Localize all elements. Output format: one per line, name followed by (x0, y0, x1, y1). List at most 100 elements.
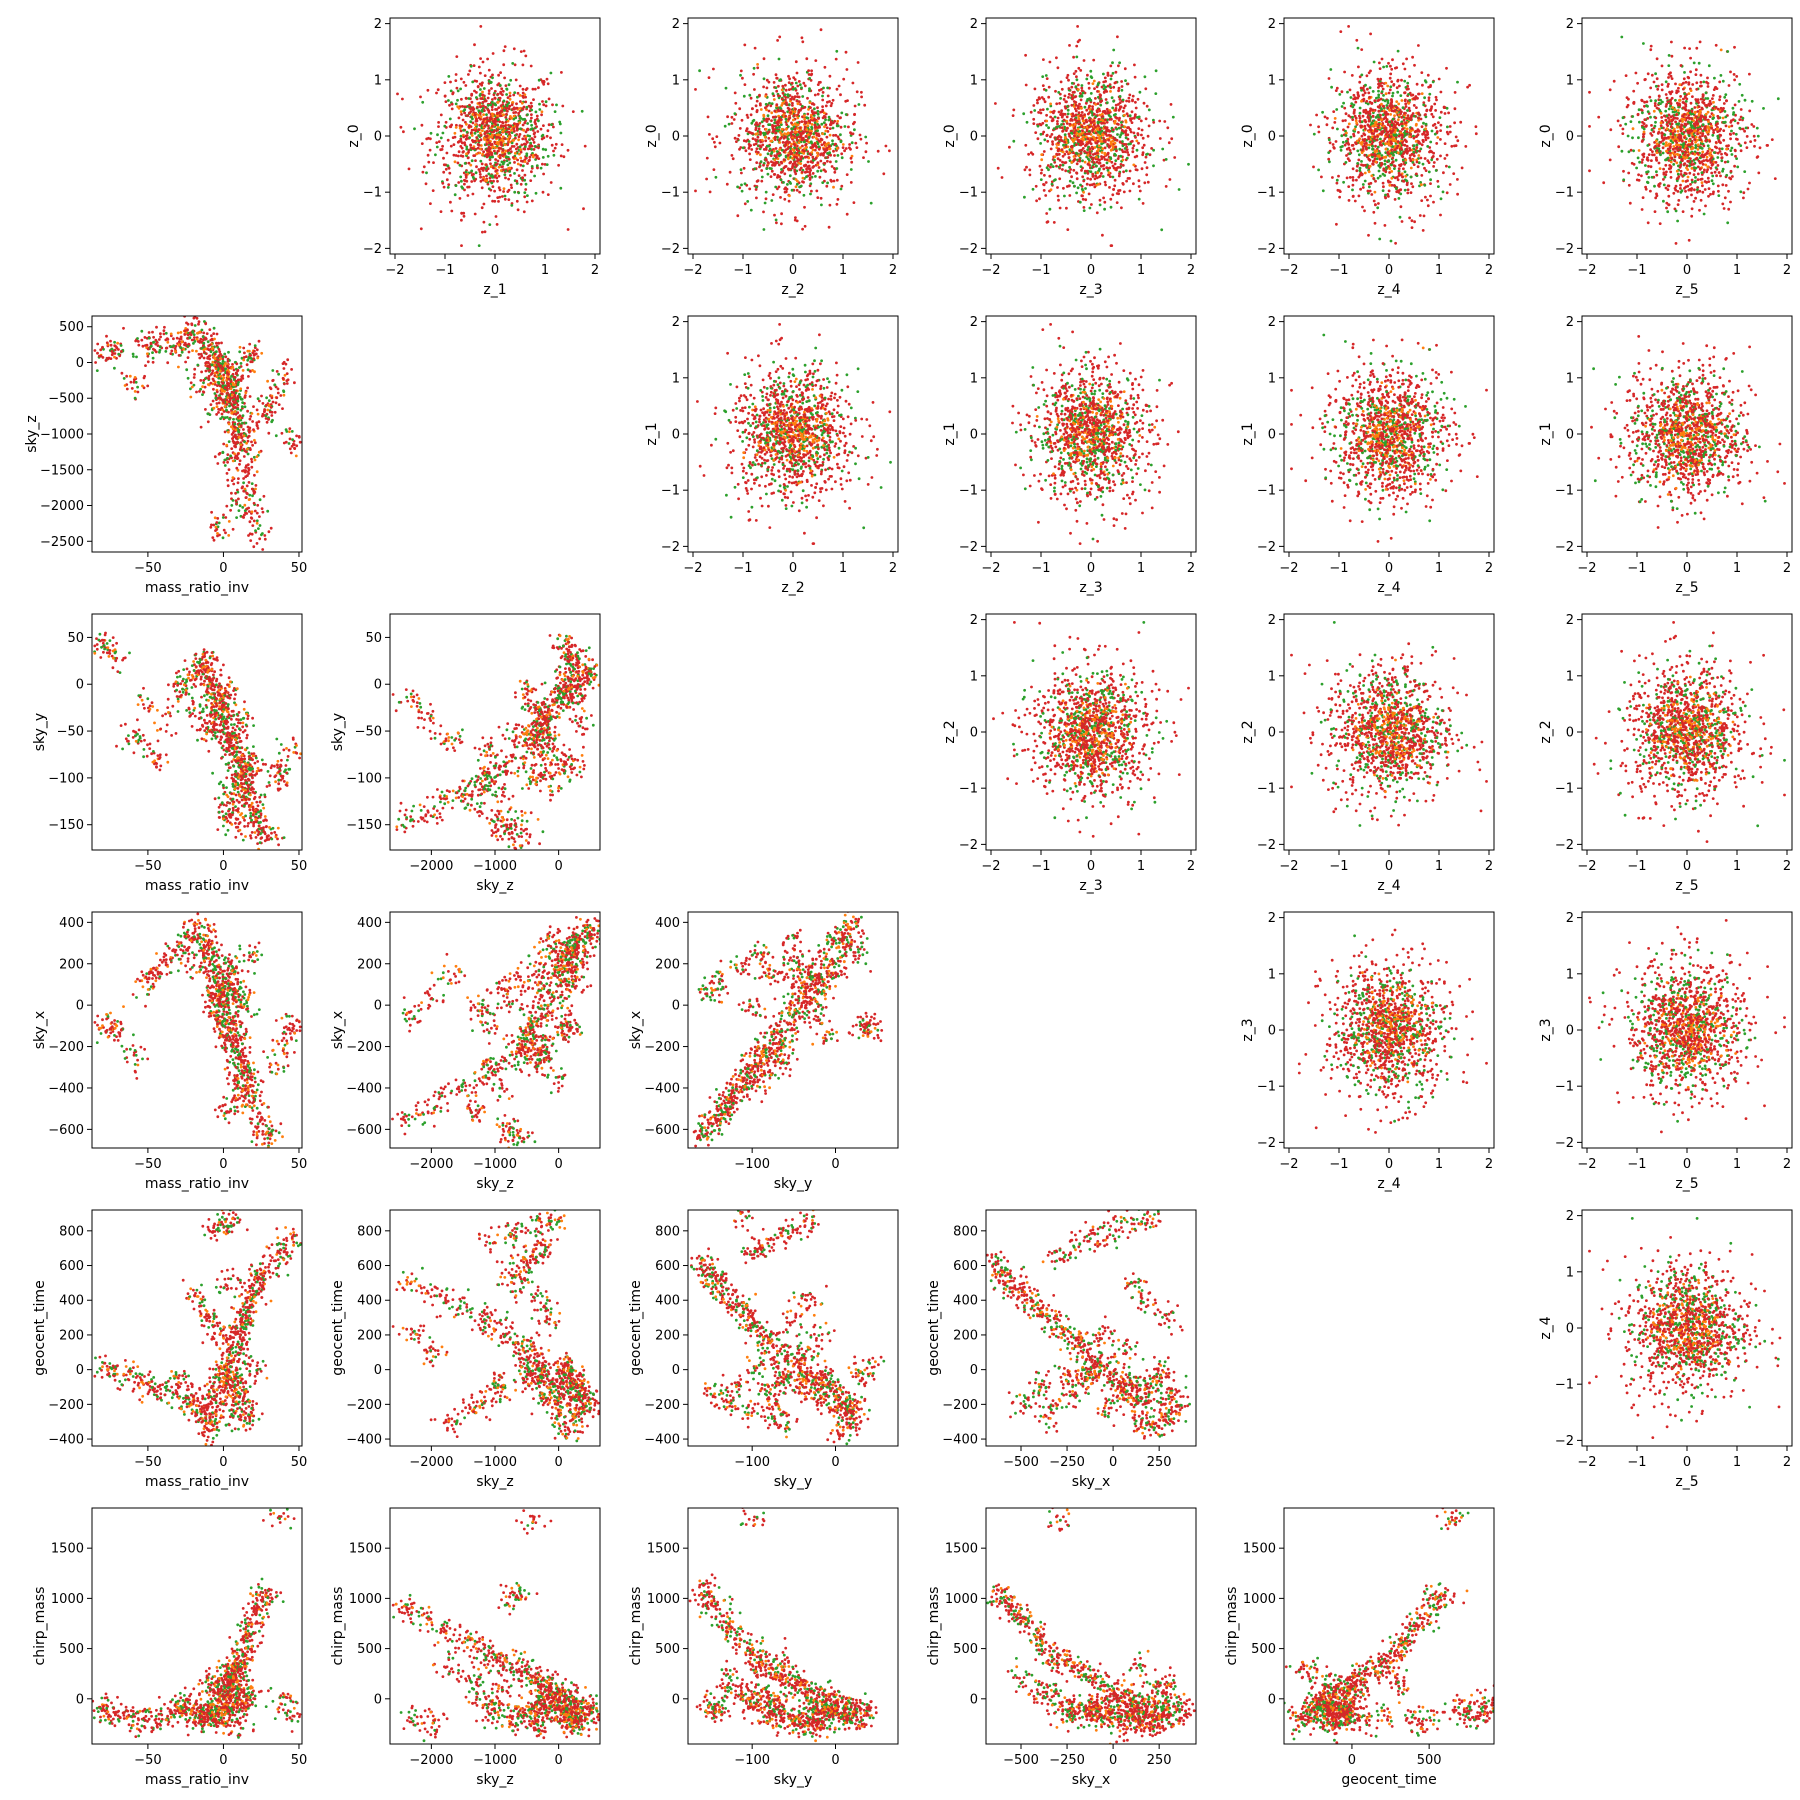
point (1347, 114, 1350, 117)
point (799, 109, 802, 112)
point (500, 169, 503, 172)
point (1068, 135, 1071, 138)
point (800, 155, 803, 158)
point (1086, 137, 1089, 140)
point (542, 191, 545, 194)
point (1144, 161, 1147, 164)
point (1143, 102, 1146, 105)
point (1390, 177, 1393, 180)
point (519, 133, 522, 136)
point (471, 113, 474, 116)
point (1045, 89, 1048, 92)
point (1070, 86, 1073, 89)
point (524, 160, 527, 163)
point (1071, 94, 1074, 97)
point (1169, 178, 1172, 181)
point (467, 194, 470, 197)
point (1099, 128, 1102, 131)
point (512, 156, 515, 159)
point (1416, 83, 1419, 86)
point (822, 116, 825, 119)
x-tick-label: 2 (591, 263, 599, 278)
point (1410, 191, 1413, 194)
point (1045, 181, 1048, 184)
point (1139, 190, 1142, 193)
point (446, 178, 449, 181)
point (1075, 192, 1078, 195)
point (736, 214, 739, 217)
point (495, 177, 498, 180)
point (525, 152, 528, 155)
point (400, 126, 403, 129)
point (550, 123, 553, 126)
point (572, 110, 575, 113)
point (447, 99, 450, 102)
point (1344, 119, 1347, 122)
point (831, 139, 834, 142)
point (526, 106, 529, 109)
point (545, 105, 548, 108)
point (1089, 108, 1092, 111)
point (1352, 167, 1355, 170)
point (1092, 136, 1095, 139)
point (499, 157, 502, 160)
point (801, 171, 804, 174)
point (531, 165, 534, 168)
point (817, 126, 820, 129)
point (816, 123, 819, 126)
point (719, 142, 722, 145)
point (475, 96, 478, 99)
point (1409, 157, 1412, 160)
point (1066, 127, 1069, 130)
point (1144, 75, 1147, 78)
point (743, 167, 746, 170)
point (466, 137, 469, 140)
point (1444, 157, 1447, 160)
point (479, 176, 482, 179)
y-tick-label: 1 (672, 73, 680, 88)
point (530, 65, 533, 68)
point (758, 166, 761, 169)
point (1114, 179, 1117, 182)
point (481, 153, 484, 156)
point (1437, 121, 1440, 124)
point (1413, 104, 1416, 107)
point (786, 140, 789, 143)
point (804, 144, 807, 147)
y-tick-label: 0 (970, 130, 978, 145)
scatter-points (694, 28, 891, 231)
point (749, 158, 752, 161)
point (821, 105, 824, 108)
point (753, 88, 756, 91)
point (814, 126, 817, 129)
point (1355, 179, 1358, 182)
point (755, 161, 758, 164)
point (1402, 62, 1405, 65)
point (1390, 170, 1393, 173)
point (762, 211, 765, 214)
point (530, 117, 533, 120)
point (1392, 84, 1395, 87)
point (1058, 111, 1061, 114)
point (1099, 204, 1102, 207)
point (781, 128, 784, 131)
point (836, 203, 839, 206)
point (744, 83, 747, 86)
point (836, 120, 839, 123)
point (496, 223, 499, 226)
point (530, 148, 533, 151)
point (1440, 197, 1443, 200)
point (471, 129, 474, 132)
point (1432, 201, 1435, 204)
point (541, 110, 544, 113)
point (435, 92, 438, 95)
point (812, 172, 815, 175)
point (1435, 99, 1438, 102)
point (1369, 86, 1372, 89)
point (854, 142, 857, 145)
point (1390, 80, 1393, 83)
point (1378, 170, 1381, 173)
point (1349, 152, 1352, 155)
point (480, 115, 483, 118)
point (774, 186, 777, 189)
